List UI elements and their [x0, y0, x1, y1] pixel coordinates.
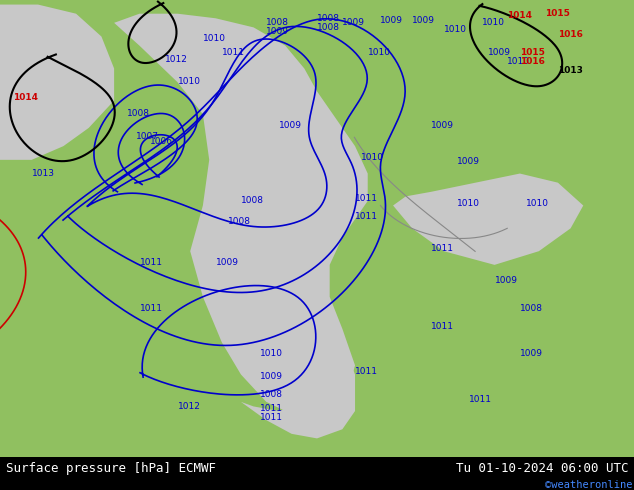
- Text: 1009: 1009: [431, 121, 454, 130]
- Text: 1011: 1011: [260, 404, 283, 413]
- Text: 1010: 1010: [456, 198, 479, 207]
- Text: 1010: 1010: [444, 25, 467, 34]
- Text: 1009: 1009: [412, 16, 435, 25]
- Text: 1009: 1009: [488, 48, 511, 57]
- Text: 1010: 1010: [203, 34, 226, 43]
- Text: 1008: 1008: [520, 303, 543, 313]
- Text: 1009: 1009: [380, 16, 403, 25]
- Text: 1009: 1009: [456, 157, 479, 167]
- Text: 1014: 1014: [507, 11, 532, 20]
- Text: 1008: 1008: [317, 23, 340, 32]
- Text: 1015: 1015: [545, 9, 570, 18]
- Text: 1009: 1009: [216, 258, 238, 267]
- Text: 1010: 1010: [178, 77, 200, 87]
- Text: 1010: 1010: [260, 349, 283, 358]
- Text: 1010: 1010: [507, 57, 530, 66]
- Text: ©weatheronline.co.uk: ©weatheronline.co.uk: [545, 480, 634, 490]
- Text: 1016: 1016: [520, 57, 545, 66]
- Text: 1008: 1008: [228, 217, 251, 226]
- Text: 1009: 1009: [279, 121, 302, 130]
- Text: 1011: 1011: [139, 258, 162, 267]
- Text: 1012: 1012: [178, 402, 200, 411]
- Text: 1012: 1012: [165, 55, 188, 64]
- Text: 1008: 1008: [266, 18, 289, 27]
- Text: 1011: 1011: [355, 194, 378, 203]
- Text: 1014: 1014: [13, 94, 37, 102]
- Text: 1006: 1006: [150, 137, 173, 146]
- Text: 1011: 1011: [431, 322, 454, 331]
- Polygon shape: [114, 14, 368, 420]
- Text: Tu 01-10-2024 06:00 UTC (12+162): Tu 01-10-2024 06:00 UTC (12+162): [456, 462, 634, 475]
- Text: 1008: 1008: [260, 391, 283, 399]
- Polygon shape: [393, 173, 583, 265]
- Text: 1016: 1016: [558, 29, 583, 39]
- Text: 1009: 1009: [260, 372, 283, 381]
- Text: 1009: 1009: [266, 27, 289, 36]
- Text: 1009: 1009: [495, 276, 517, 285]
- Text: 1011: 1011: [355, 212, 378, 221]
- Text: 1011: 1011: [222, 48, 245, 57]
- Polygon shape: [241, 343, 355, 439]
- Text: 1011: 1011: [260, 413, 283, 422]
- Text: 1009: 1009: [342, 18, 365, 27]
- Text: 1011: 1011: [469, 395, 492, 404]
- Text: 1008: 1008: [317, 14, 340, 23]
- Text: 1013: 1013: [32, 169, 55, 178]
- Text: 1007: 1007: [136, 132, 159, 141]
- Text: 1011: 1011: [355, 368, 378, 376]
- Text: 1009: 1009: [520, 349, 543, 358]
- Text: 1008: 1008: [127, 109, 150, 119]
- Text: 1011: 1011: [431, 244, 454, 253]
- Text: 1013: 1013: [558, 66, 583, 75]
- Text: Surface pressure [hPa] ECMWF: Surface pressure [hPa] ECMWF: [6, 462, 216, 475]
- Text: 1015: 1015: [520, 48, 545, 57]
- Text: 1011: 1011: [139, 303, 162, 313]
- Text: 1010: 1010: [526, 198, 549, 207]
- Text: 1008: 1008: [241, 196, 264, 205]
- Text: 1010: 1010: [361, 153, 384, 162]
- Polygon shape: [0, 4, 114, 160]
- Text: 1010: 1010: [482, 18, 505, 27]
- Text: 1010: 1010: [368, 48, 391, 57]
